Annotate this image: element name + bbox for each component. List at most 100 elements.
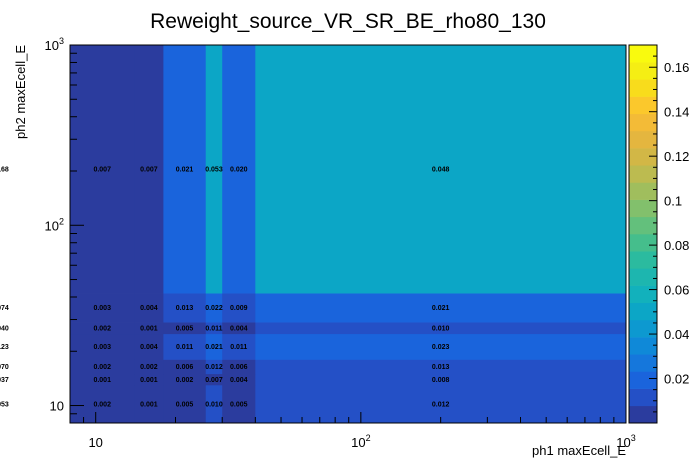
colorbar-segment xyxy=(629,113,657,132)
x-tick-label: 103 xyxy=(616,433,635,450)
cell-value-label: 0.007 xyxy=(205,377,223,384)
heatmap-cell xyxy=(163,359,207,375)
cell-value-label: 0.012 xyxy=(205,364,223,371)
x-tick-label: 102 xyxy=(351,433,370,450)
cell-value-label: 0.003 xyxy=(93,344,111,351)
cell-value-label: 0.010 xyxy=(205,402,223,409)
heatmap-cell xyxy=(222,45,256,294)
x-axis-label: ph1 maxEcell_E xyxy=(532,443,626,458)
heatmap-cell xyxy=(134,333,164,360)
cell-value-label: 0.001 xyxy=(140,325,158,332)
heatmap-cell xyxy=(163,45,207,294)
heatmap-cell xyxy=(255,384,627,424)
heatmap-cell xyxy=(163,373,207,386)
colorbar-segment xyxy=(629,79,657,97)
colorbar-tick-label: 0.06 xyxy=(664,283,689,298)
cell-value-label: 0.002 xyxy=(140,364,158,371)
heatmap-cell xyxy=(134,359,164,375)
cell-value-label: 0.070 xyxy=(0,364,9,371)
cell-value-label: 0.020 xyxy=(230,167,248,174)
cell-value-label: 0.001 xyxy=(140,377,158,384)
colorbar-segment xyxy=(629,96,657,115)
colorbar-segment xyxy=(629,251,657,269)
cell-value-label: 0.040 xyxy=(0,325,9,332)
cell-value-label: 0.074 xyxy=(0,305,9,312)
colorbar-segment xyxy=(629,148,657,166)
colorbar-segment xyxy=(629,302,657,321)
y-tick-label: 103 xyxy=(45,36,64,53)
heatmap-cell xyxy=(134,373,164,386)
cell-value-label: 0.011 xyxy=(176,344,193,351)
heatmap-cell xyxy=(255,322,627,335)
heatmap-cell xyxy=(222,373,256,386)
heatmap-cell xyxy=(70,359,135,375)
cell-value-label: 0.005 xyxy=(176,402,194,409)
colorbar-tick-label: 0.04 xyxy=(664,327,689,342)
cell-value-label: 0.007 xyxy=(140,167,158,174)
cell-value-label: 0.013 xyxy=(176,305,194,312)
cell-value-label: 0.006 xyxy=(176,364,194,371)
chart-title: Reweight_source_VR_SR_BE_rho80_130 xyxy=(150,10,546,33)
heatmap-cell xyxy=(70,333,135,360)
colorbar-tick-label: 0.14 xyxy=(664,105,689,120)
heatmap-cell xyxy=(134,322,164,335)
y-tick-label: 10 xyxy=(50,399,64,414)
cell-value-label: 0.123 xyxy=(0,344,9,351)
heatmap-cell xyxy=(205,333,223,360)
colorbar: 0.02 0.04 0.06 0.08 0.1 0.12 0.14 0.16 xyxy=(628,44,689,424)
y-tick-label: 102 xyxy=(45,216,64,233)
heatmap-cell xyxy=(222,359,256,375)
cell-value-label: 0.002 xyxy=(93,325,111,332)
y-axis-label: ph2 maxEcell_E xyxy=(13,45,28,139)
cell-value-label: 0.002 xyxy=(93,402,111,409)
heatmap-cell xyxy=(70,322,135,335)
heatmap-cell xyxy=(222,293,256,323)
cell-value-label: 0.005 xyxy=(176,325,194,332)
heatmap-cell xyxy=(205,373,223,386)
cell-value-label: 0.004 xyxy=(230,377,248,384)
colorbar-segment xyxy=(629,45,657,63)
cell-value-label: 0.006 xyxy=(230,364,248,371)
x-tick-label: 10 xyxy=(88,435,102,450)
colorbar-tick-label: 0.02 xyxy=(664,372,689,387)
heatmap-cells xyxy=(70,45,627,424)
cell-value-label: 0.010 xyxy=(432,325,450,332)
colorbar-segment xyxy=(629,234,657,252)
colorbar-tick-label: 0.08 xyxy=(664,238,689,253)
heatmap-cell xyxy=(70,384,135,424)
heatmap-cell xyxy=(205,45,223,294)
heatmap-cell xyxy=(163,384,207,424)
heatmap-cell xyxy=(163,333,207,360)
cell-value-label: 0.022 xyxy=(205,305,223,312)
cell-value-label: 0.012 xyxy=(432,402,450,409)
cell-value-label: 0.048 xyxy=(432,167,450,174)
cell-value-label: 0.011 xyxy=(205,325,222,332)
heatmap-cell xyxy=(222,333,256,360)
cell-value-label: 0.021 xyxy=(205,344,223,351)
heatmap-cell xyxy=(255,373,627,386)
heatmap-cell xyxy=(70,373,135,386)
cell-value-label: 0.002 xyxy=(176,377,194,384)
heatmap-cell-labels: 0.002 0.001 0.005 0.010 0.005 0.012 0.053 0.001… xyxy=(0,167,450,409)
heatmap-cell xyxy=(205,359,223,375)
colorbar-segment xyxy=(629,182,657,200)
heatmap-cell xyxy=(205,322,223,335)
y-axis: 10 102 103 xyxy=(45,36,84,424)
colorbar-segment xyxy=(629,319,657,338)
cell-value-label: 0.002 xyxy=(93,364,111,371)
cell-value-label: 0.037 xyxy=(0,377,9,384)
heatmap-cell xyxy=(255,45,627,294)
heatmap-cell xyxy=(70,45,135,294)
heatmap-cell xyxy=(205,384,223,424)
colorbar-segment xyxy=(629,405,657,424)
heatmap-cell xyxy=(255,333,627,360)
colorbar-segment xyxy=(629,165,657,183)
colorbar-segment xyxy=(629,62,657,80)
colorbar-tick-label: 0.16 xyxy=(664,60,689,75)
colorbar-segment xyxy=(629,388,657,407)
cell-value-label: 0.008 xyxy=(432,377,450,384)
colorbar-segment xyxy=(629,216,657,235)
cell-value-label: 0.021 xyxy=(432,305,450,312)
cell-value-label: 0.009 xyxy=(230,305,248,312)
cell-value-label: 0.168 xyxy=(0,167,9,174)
